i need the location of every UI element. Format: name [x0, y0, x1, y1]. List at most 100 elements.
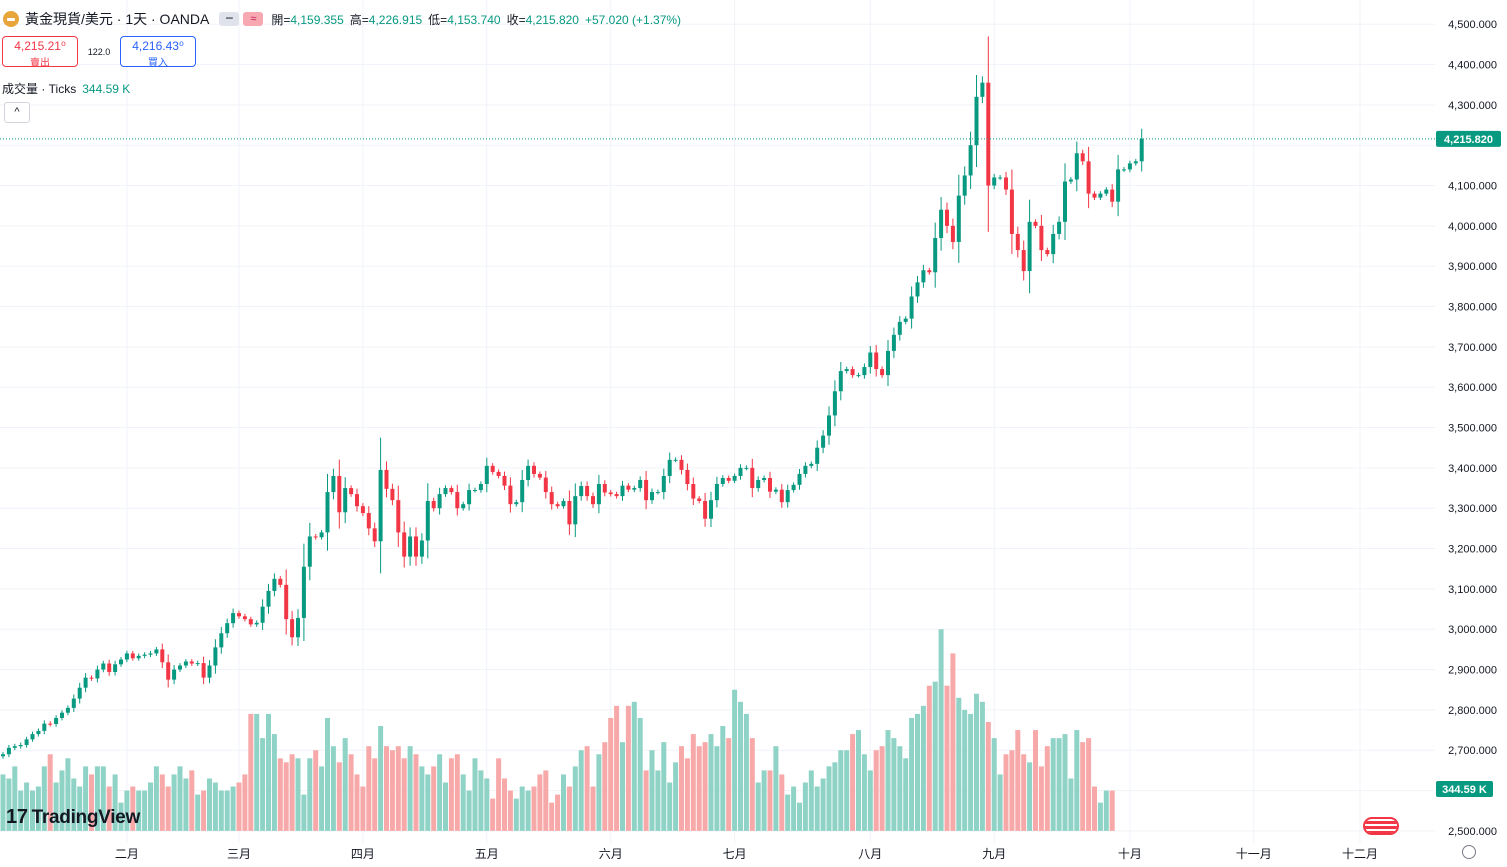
volume-bar [1056, 738, 1062, 831]
candle-body [142, 654, 147, 656]
candle-body [425, 500, 430, 541]
month-label: 十二月 [1342, 847, 1378, 861]
tradingview-logo[interactable]: 17 TradingView [6, 806, 140, 829]
volume-bar [466, 790, 472, 831]
candle-body [591, 496, 595, 505]
close-label: 收= [506, 12, 526, 27]
volume-bar [419, 766, 425, 831]
volume-bar [77, 786, 83, 831]
volume-bar [330, 746, 336, 831]
volume-bar [920, 705, 926, 831]
candle-body [650, 492, 654, 501]
candle-body [856, 375, 861, 377]
volume-bar [549, 802, 555, 831]
volume-bar [242, 774, 248, 831]
data-delay-tag[interactable]: ≈ [243, 12, 264, 26]
candle-body [1015, 233, 1020, 251]
candle-body [77, 687, 82, 699]
candle-body [573, 496, 578, 525]
market-status-tag[interactable]: ━ [219, 12, 240, 26]
volume-bar [1068, 778, 1074, 831]
candle-body [148, 653, 153, 655]
candle-body [301, 566, 306, 618]
volume-bar [702, 742, 708, 831]
candle-body [455, 492, 460, 509]
candle-body [496, 471, 501, 476]
candle-body [207, 665, 212, 678]
volume-bar [732, 689, 738, 831]
candle-body [537, 473, 542, 478]
us-flag-icon[interactable] [1363, 817, 1399, 835]
price-tick-label: 3,100.000 [1448, 584, 1497, 596]
volume-bar [649, 750, 655, 831]
candle-body [785, 490, 790, 503]
volume-bar [667, 782, 673, 831]
candle-body [166, 662, 171, 680]
volume-bar [1092, 786, 1097, 831]
candle-body [95, 669, 100, 679]
volume-bar [153, 766, 159, 831]
candle-body [891, 334, 896, 351]
candle-body [414, 536, 418, 557]
candle-body [986, 82, 991, 186]
candle-body [189, 661, 194, 664]
volume-bar [856, 730, 861, 831]
candle-body [714, 484, 719, 501]
candle-body [921, 270, 926, 283]
volume-bar [879, 746, 885, 831]
candle-body [950, 225, 955, 243]
candle-body [201, 663, 206, 678]
collapse-legend-button[interactable]: ^ [4, 102, 30, 123]
candle-body [195, 663, 200, 665]
volume-legend[interactable]: 成交量 · Ticks 344.59 K [2, 80, 130, 97]
candle-body [213, 647, 218, 666]
candle-body [532, 465, 536, 474]
candle-body [419, 540, 424, 557]
volume-bar [0, 774, 6, 831]
volume-bar [201, 790, 207, 831]
candle-body [408, 536, 413, 557]
volume-bar [342, 738, 348, 831]
brand-text: TradingView [31, 806, 141, 828]
last-volume-badge [1436, 781, 1493, 797]
volume-bar [177, 766, 183, 831]
candle-body [709, 500, 713, 519]
candle-body [579, 486, 584, 497]
candle-body [768, 477, 772, 492]
volume-bar [1044, 746, 1050, 831]
change-value: +57.020 (+1.37%) [584, 12, 682, 27]
volume-bar [295, 758, 301, 831]
candle-body [360, 506, 365, 514]
price-tick-label: 4,400.000 [1448, 60, 1497, 72]
buy-button[interactable]: 4,216.43⁰ 買入 [120, 36, 196, 69]
volume-bar [1027, 762, 1033, 831]
volume-bar [401, 758, 407, 831]
volume-bar [431, 766, 437, 831]
volume-bar [53, 782, 59, 831]
volume-bar [991, 738, 997, 831]
candle-body [838, 371, 843, 392]
candle-body [6, 747, 11, 755]
candle-body [832, 391, 837, 416]
volume-bar [254, 713, 260, 831]
open-value: 4,159.355 [290, 12, 344, 27]
candle-body [172, 669, 177, 680]
high-value: 4,226.915 [368, 12, 423, 27]
candle-body [962, 175, 967, 196]
price-tick-label: 3,800.000 [1448, 302, 1497, 314]
candle-body [124, 653, 129, 660]
volume-bar [1074, 730, 1080, 831]
volume-bar [443, 782, 448, 831]
volume-bar [602, 742, 608, 831]
candle-body [1127, 163, 1132, 170]
candle-body [1133, 161, 1138, 164]
volume-bar [614, 705, 620, 831]
sell-button[interactable]: 4,215.21⁰ 賣出 [2, 36, 78, 69]
volume-bar [979, 701, 985, 831]
candle-body [284, 584, 289, 620]
volume-bar [59, 770, 65, 831]
candle-body [632, 488, 637, 490]
settings-icon[interactable] [1462, 845, 1476, 859]
symbol-title[interactable]: 黃金現貨/美元 · 1天 · OANDA [25, 11, 210, 27]
